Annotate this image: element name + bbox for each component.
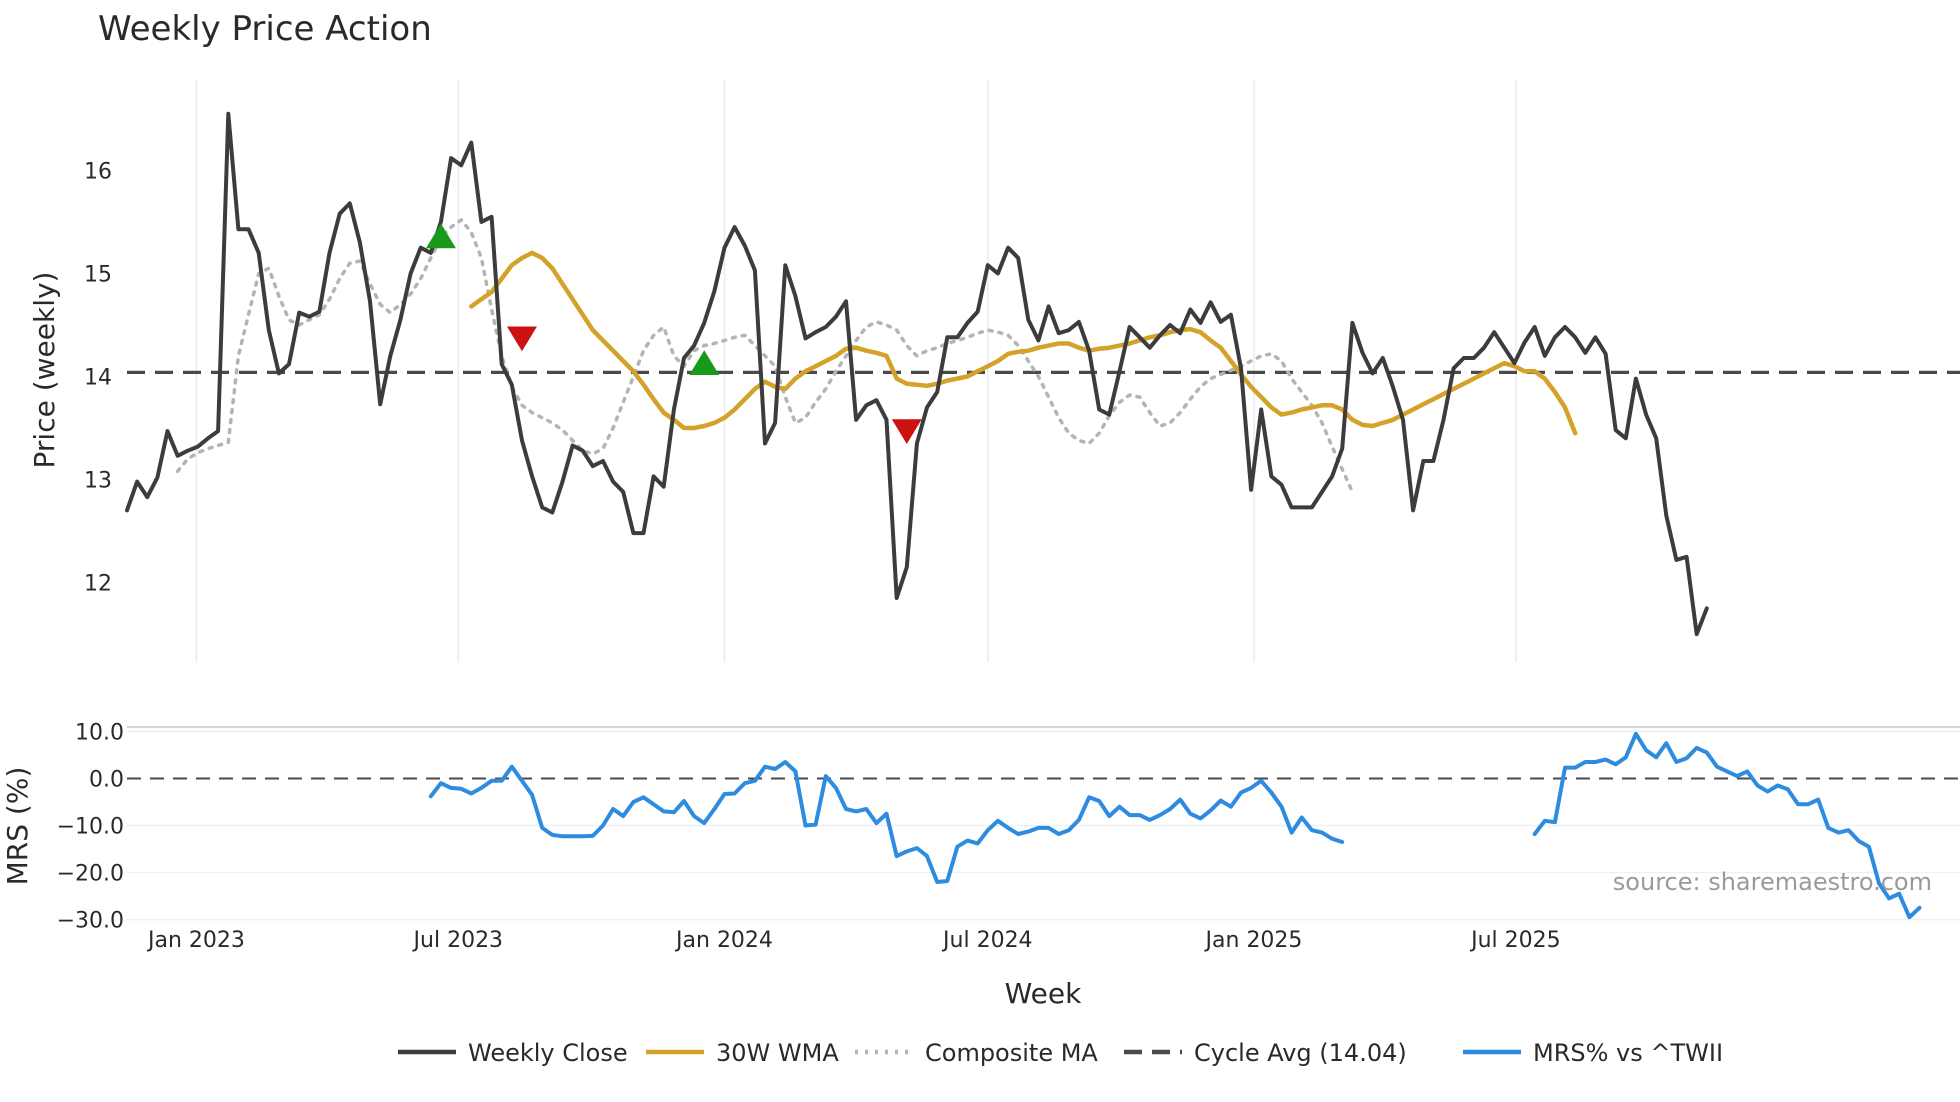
30w-wma-line [469,250,1578,436]
chart-title: Weekly Price Action [98,9,432,49]
price-y-ticks: 12 13 14 15 16 [84,159,112,596]
price-y-axis-label: Price (weekly) [28,272,61,469]
x-tick-label: Jul 2025 [1469,928,1561,953]
buy-signal-marker [689,350,720,375]
price-y-tick-label: 14 [84,366,112,391]
price-series [125,111,1709,637]
x-tick-label: Jan 2024 [674,928,773,953]
mrs-y-axis-label: MRS (%) [1,767,34,886]
legend-label: MRS% vs ^TWII [1533,1039,1723,1067]
sell-signal-marker [506,326,537,352]
x-tick-label: Jul 2024 [941,928,1033,953]
legend-label: Composite MA [925,1039,1098,1067]
mrs-line-segment [428,760,1345,884]
mrs-y-tick-label: −30.0 [57,909,124,934]
mrs-grid [127,726,1960,921]
x-tick-label: Jan 2025 [1204,928,1303,953]
mrs-y-tick-label: 0.0 [89,767,124,792]
mrs-series [428,731,1922,920]
mrs-y-tick-label: 10.0 [75,720,124,745]
x-tick-label: Jan 2023 [146,928,245,953]
mrs-line-segment [1532,731,1922,920]
mrs-y-tick-label: −20.0 [57,862,124,887]
x-axis-label: Week [1005,977,1082,1010]
price-y-tick-label: 12 [84,572,112,597]
x-axis-ticks: Jan 2023 Jul 2023 Jan 2024 Jul 2024 Jan 2025… [146,928,1561,953]
weekly-close-line [125,111,1709,637]
price-y-tick-label: 16 [84,159,112,184]
sell-signal-marker [891,419,922,445]
mrs-y-ticks: 10.0 0.0 −10.0 −20.0 −30.0 [57,720,124,933]
source-annotation: source: sharemaestro.com [1613,868,1932,896]
legend-label: Cycle Avg (14.04) [1194,1039,1407,1067]
legend-label: 30W WMA [716,1039,839,1067]
composite-ma-line [175,218,1355,494]
legend: Weekly Close 30W WMA Composite MA Cycle Avg… [398,1039,1723,1067]
mrs-y-tick-label: −10.0 [57,815,124,840]
price-y-tick-label: 13 [84,469,112,494]
x-tick-label: Jul 2023 [412,928,504,953]
price-y-tick-label: 15 [84,262,112,287]
buy-signal-marker [425,223,456,249]
legend-label: Weekly Close [468,1039,628,1067]
signal-markers [425,223,922,445]
